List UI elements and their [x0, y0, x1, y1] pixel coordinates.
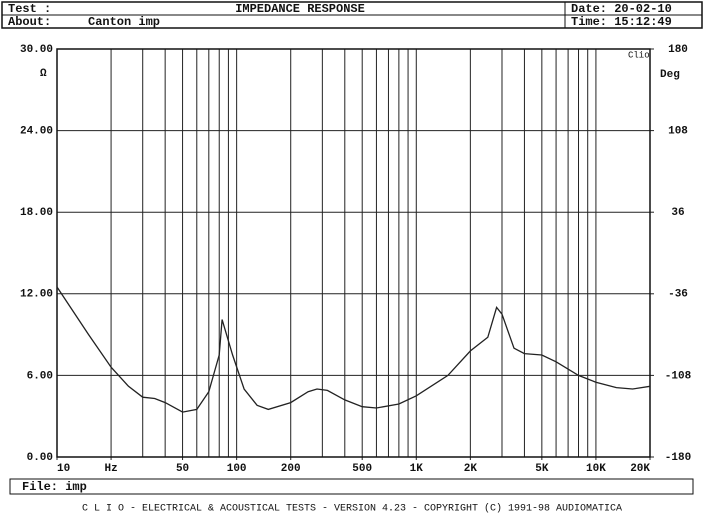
annotation: Clio	[628, 50, 650, 60]
x-tick-label: 1K	[410, 463, 424, 475]
y2-tick-label: 180	[668, 44, 688, 56]
x-tick-label: 2K	[464, 463, 478, 475]
chart-title: IMPEDANCE RESPONSE	[235, 2, 365, 16]
x-tick-label: Hz	[104, 463, 117, 475]
y-tick-label: 6.00	[27, 370, 53, 382]
y-tick-label: 24.00	[20, 126, 53, 138]
y2-tick-label: -180	[665, 452, 691, 464]
x-tick-label: 200	[281, 463, 301, 475]
file-box	[9, 478, 694, 495]
x-tick-label: 500	[352, 463, 372, 475]
y2-tick-label: -36	[668, 289, 688, 301]
y-tick-label: 18.00	[20, 207, 53, 219]
plot-frame	[56, 48, 651, 458]
x-tick-label: 50	[176, 463, 189, 475]
x-tick-label: 10K	[586, 463, 606, 475]
x-tick-label: 10	[57, 463, 70, 475]
y-label: Ω	[40, 68, 47, 80]
about-label: About:	[8, 15, 51, 29]
test-label: Test :	[8, 2, 51, 16]
time: Time: 15:12:49	[571, 15, 672, 29]
date: Date: 20-02-10	[571, 2, 672, 16]
y-tick-label: 0.00	[27, 452, 53, 464]
y2-tick-label: 36	[671, 207, 684, 219]
x-tick-label: 20K	[630, 463, 650, 475]
y2-tick-label: -108	[665, 370, 692, 382]
x-tick-label: 100	[227, 463, 247, 475]
file: File: imp	[22, 480, 87, 494]
y2-tick-label: 108	[668, 126, 688, 138]
y2-label: Deg	[660, 69, 680, 81]
x-tick-label: 5K	[535, 463, 549, 475]
y-tick-label: 12.00	[20, 289, 53, 301]
about: Canton imp	[88, 15, 160, 29]
impedance-line	[56, 286, 651, 413]
credits: C L I O - ELECTRICAL & ACOUSTICAL TESTS …	[82, 503, 622, 515]
y-tick-label: 30.00	[20, 44, 53, 56]
